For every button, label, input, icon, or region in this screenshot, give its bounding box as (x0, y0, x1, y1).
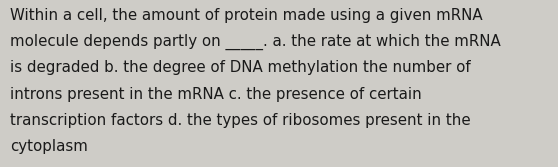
Text: is degraded b. the degree of DNA methylation the number of: is degraded b. the degree of DNA methyla… (10, 60, 471, 75)
Text: Within a cell, the amount of protein made using a given mRNA: Within a cell, the amount of protein mad… (10, 8, 483, 23)
Text: molecule depends partly on _____. a. the rate at which the mRNA: molecule depends partly on _____. a. the… (10, 34, 501, 50)
Text: cytoplasm: cytoplasm (10, 139, 88, 154)
Text: transcription factors d. the types of ribosomes present in the: transcription factors d. the types of ri… (10, 113, 470, 128)
Text: introns present in the mRNA c. the presence of certain: introns present in the mRNA c. the prese… (10, 87, 422, 102)
